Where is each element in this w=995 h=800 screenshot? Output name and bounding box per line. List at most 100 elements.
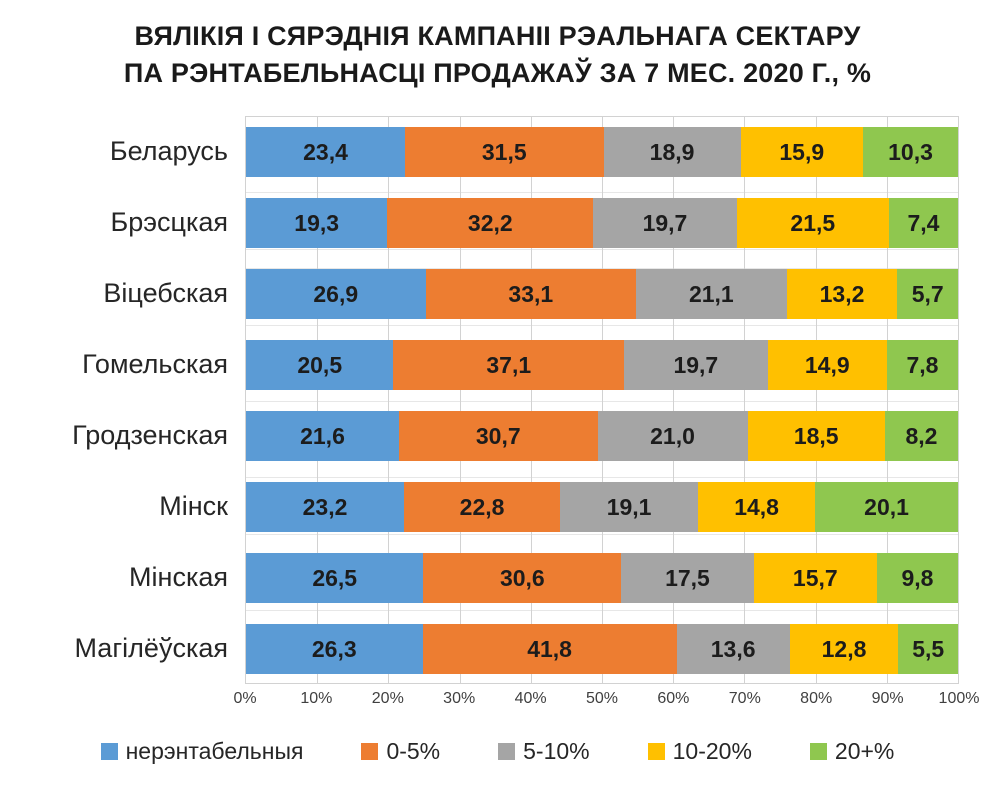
legend-label: 20+% [834, 738, 895, 764]
bar-row: 20,5 37,1 19,7 14,9 7,8 [246, 330, 959, 401]
data-label: 19,3 [294, 209, 340, 236]
data-label: 20,5 [297, 351, 343, 378]
bar-segment: 37,1 [393, 340, 625, 390]
legend-label: 0-5% [386, 738, 441, 764]
bar-row: 23,2 22,8 19,1 14,8 20,1 [246, 472, 958, 543]
legend-swatch-icon [809, 743, 827, 760]
legend-item: 10-20% [647, 738, 752, 765]
x-axis-tick-label: 60% [657, 690, 690, 707]
data-label: 13,2 [819, 280, 865, 307]
bar-segment: 41,8 [422, 624, 677, 674]
bar-segment: 21,5 [736, 198, 889, 248]
bar-segment: 17,5 [621, 553, 754, 603]
data-label: 26,3 [311, 635, 357, 662]
bar-row: 26,5 30,6 17,5 15,7 9,8 [246, 543, 959, 614]
bar-segment: 30,7 [398, 411, 598, 461]
bar-row: 21,6 30,7 21,0 18,5 8,2 [246, 401, 958, 472]
data-label: 8,2 [905, 422, 938, 449]
bar-segment: 33,1 [425, 269, 637, 319]
category-label: Мінская [129, 562, 228, 592]
data-label: 5,7 [911, 280, 944, 307]
bar-row: 23,4 31,5 18,9 15,9 10,3 [246, 117, 959, 188]
data-label: 31,5 [481, 138, 527, 165]
data-label: 12,8 [821, 635, 867, 662]
bar-segment: 19,1 [560, 482, 699, 532]
data-label: 21,1 [688, 280, 734, 307]
bar-segment: 31,5 [405, 127, 604, 177]
data-label: 41,8 [527, 635, 572, 662]
bar-segment: 19,7 [624, 340, 768, 390]
y-axis-category-labels: Беларусь Брэсцкая Віцебская Гомельская Гродз… [0, 116, 228, 684]
bar-segment: 10,3 [862, 127, 959, 177]
legend-item: нерэнтабельныя [100, 738, 304, 765]
data-label: 15,9 [779, 138, 825, 165]
stacked-bar: 26,5 30,6 17,5 15,7 9,8 [246, 553, 959, 603]
bar-segment: 7,4 [888, 198, 958, 248]
vertical-gridline [744, 117, 746, 683]
legend-swatch-icon [361, 743, 379, 760]
data-label: 13,6 [710, 635, 756, 662]
bar-segment: 21,1 [636, 269, 787, 319]
data-label: 30,7 [475, 422, 521, 449]
bar-segment: 32,2 [387, 198, 594, 248]
legend-swatch-icon [647, 743, 665, 760]
bar-segment: 9,8 [876, 553, 959, 603]
legend-label: 5-10% [523, 738, 590, 764]
bar-segment: 23,2 [246, 482, 405, 532]
bar-segment: 8,2 [884, 411, 958, 461]
data-label: 19,7 [642, 209, 688, 236]
bar-segment: 7,8 [886, 340, 959, 390]
x-axis-tick-label: 10% [300, 690, 333, 707]
bar-segment: 15,9 [740, 127, 863, 177]
x-axis-tick-label: 100% [938, 690, 980, 707]
bar-segment: 19,3 [246, 198, 388, 248]
data-label: 26,5 [312, 564, 358, 591]
bar-segment: 21,6 [246, 411, 399, 461]
data-label: 7,4 [907, 209, 940, 236]
data-label: 23,4 [303, 138, 348, 165]
legend-item: 5-10% [498, 738, 590, 765]
data-label: 14,8 [734, 493, 779, 520]
data-label: 21,0 [650, 422, 695, 449]
category-label: Брэсцкая [110, 207, 228, 237]
bar-segment: 5,5 [898, 624, 958, 674]
bar-segment: 18,5 [747, 411, 885, 461]
plot-area: 23,4 31,5 18,9 15,9 10,3 19,3 32,2 19,7 21,5 7,4 2… [245, 116, 959, 684]
bar-segment: 22,8 [404, 482, 561, 532]
bar-segment: 26,5 [246, 553, 424, 603]
data-label: 15,7 [792, 564, 838, 591]
legend: нерэнтабельныя 0-5% 5-10% 10-20% 20+% [0, 738, 995, 765]
vertical-gridline [388, 117, 390, 683]
stacked-bar: 23,2 22,8 19,1 14,8 20,1 [246, 482, 958, 532]
legend-label: 10-20% [672, 738, 752, 764]
vertical-gridline [602, 117, 603, 683]
vertical-gridline [673, 117, 675, 683]
stacked-bar: 23,4 31,5 18,9 15,9 10,3 [246, 127, 959, 177]
data-label: 21,6 [300, 422, 345, 449]
bar-segment: 20,1 [815, 482, 958, 532]
data-label: 32,2 [467, 209, 513, 236]
vertical-gridline [530, 117, 532, 683]
bar-segment: 12,8 [789, 624, 899, 674]
legend-label: нерэнтабельныя [125, 738, 304, 764]
x-axis-tick-label: 20% [371, 690, 404, 707]
vertical-gridline [815, 117, 817, 683]
data-label: 7,8 [906, 351, 939, 378]
data-label: 23,2 [302, 493, 348, 520]
data-label: 33,1 [508, 280, 554, 307]
bar-row: 26,9 33,1 21,1 13,2 5,7 [246, 259, 958, 330]
data-label: 26,9 [313, 280, 359, 307]
data-label: 19,7 [673, 351, 719, 378]
category-label: Гомельская [82, 349, 228, 379]
bar-row: 19,3 32,2 19,7 21,5 7,4 [246, 188, 958, 259]
data-label: 37,1 [486, 351, 532, 378]
stacked-bar: 20,5 37,1 19,7 14,9 7,8 [246, 340, 959, 390]
bar-row: 26,3 41,8 13,6 12,8 5,5 [246, 614, 958, 685]
legend-item: 0-5% [361, 738, 440, 765]
bar-segment: 13,2 [786, 269, 898, 319]
data-label: 5,5 [912, 635, 945, 662]
stacked-bar: 26,9 33,1 21,1 13,2 5,7 [246, 269, 958, 319]
x-axis-tick-label: 50% [585, 690, 619, 707]
stacked-bar: 21,6 30,7 21,0 18,5 8,2 [246, 411, 958, 461]
stacked-bar: 19,3 32,2 19,7 21,5 7,4 [246, 198, 958, 248]
